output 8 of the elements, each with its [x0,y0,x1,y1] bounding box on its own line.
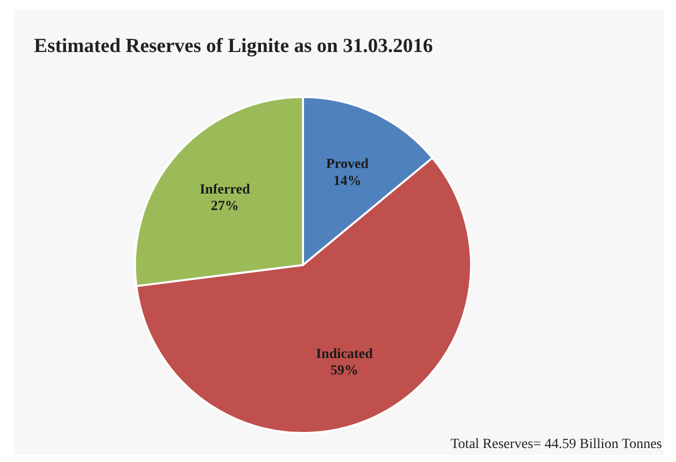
text: Total Reserves= 44.59 Billion Tonnes [450,437,662,452]
data-label: 14% [333,174,362,189]
slice-label: Indicated [316,346,373,362]
data-label: 27% [210,199,239,214]
slice-label: Proved [326,156,369,172]
slice-label: Inferred [200,182,250,198]
data-label: 59% [330,364,358,379]
chart-title: Estimated Reserves of Lignite as on 31.03.2016 [34,35,433,57]
